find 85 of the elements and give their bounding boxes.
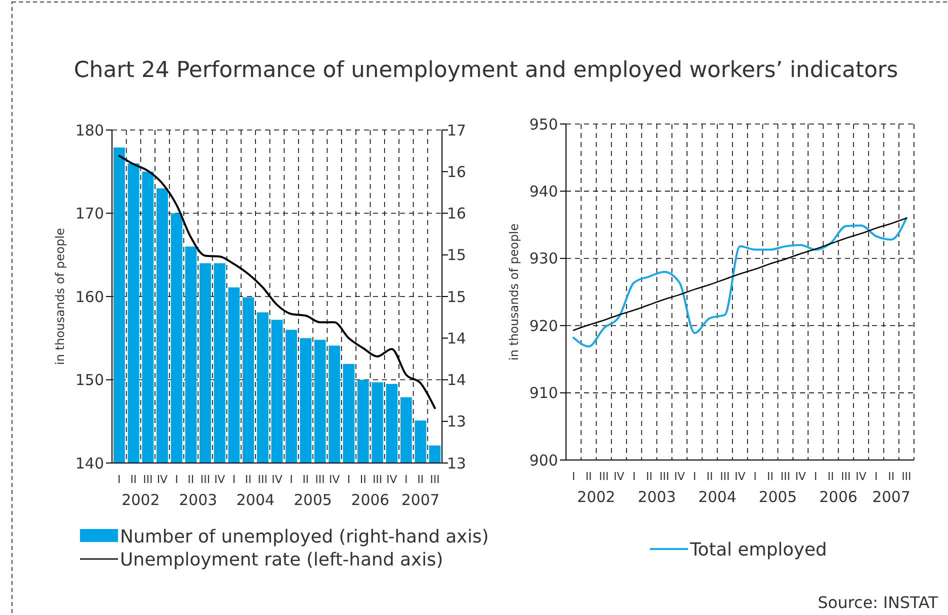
x-tick-label: I (632, 470, 636, 483)
x-tick-label: IV (386, 473, 398, 486)
y2-tick-label: 13 (447, 454, 466, 472)
y-tick-label: 140 (75, 454, 104, 472)
x-tick-label: III (780, 470, 790, 483)
x-tick-label: IV (856, 470, 867, 483)
x-tick-label: III (902, 470, 912, 483)
x-tick-label: IV (156, 473, 168, 486)
x-tick-label: II (360, 473, 366, 486)
legend-label: Total employed (689, 539, 827, 560)
y2-tick-label: 16 (447, 162, 466, 181)
y-tick-label: 180 (75, 121, 104, 140)
x-tick-label: IV (272, 473, 283, 486)
y-tick-label: 940 (529, 182, 558, 200)
x-tick-label: IV (795, 470, 806, 483)
x-tick-label: II (706, 470, 713, 483)
y-axis-title: in thousands of people (53, 228, 67, 365)
x-tick-label: I (814, 470, 818, 483)
x-tick-label: I (754, 470, 757, 483)
y2-tick-label: 16 (447, 204, 466, 222)
text: 2007 (401, 491, 440, 509)
x-tick-label: I (692, 470, 696, 483)
x-tick-label: I (572, 470, 576, 483)
text: 2006 (351, 491, 390, 509)
x-tick-label: II (302, 473, 309, 486)
x-tick-label: III (659, 470, 670, 483)
x-tick-label: III (315, 473, 325, 486)
x-tick-label: II (130, 473, 137, 486)
text: 2006 (819, 488, 858, 506)
y-tick-label: 150 (75, 371, 104, 389)
x-tick-label: III (430, 473, 440, 486)
x-tick-label: I (290, 473, 293, 486)
x-tick-label: I (118, 473, 121, 486)
text: 2007 (872, 488, 910, 506)
y-tick-label: 160 (75, 288, 104, 306)
legend-label: Number of unemployed (right-hand axis) (120, 526, 489, 548)
x-tick-label: III (720, 470, 730, 483)
x-tick-label: I (347, 473, 350, 486)
x-tick-label: III (143, 473, 153, 486)
text: 2002 (577, 488, 616, 506)
y2-tick-label: 15 (447, 288, 466, 306)
x-tick-label: III (200, 473, 210, 486)
x-tick-label: IV (614, 470, 625, 483)
x-tick-label: II (188, 473, 194, 486)
x-tick-label: II (767, 470, 774, 483)
x-tick-label: II (646, 470, 652, 483)
x-tick-label: IV (674, 470, 686, 483)
text: 2003 (178, 491, 218, 509)
text: 2005 (294, 491, 332, 509)
y2-tick-label: 13 (447, 412, 466, 431)
x-tick-label: I (874, 470, 878, 483)
text: 2004 (236, 491, 275, 509)
y2-tick-label: 14 (447, 371, 466, 389)
text: 2004 (698, 488, 736, 506)
y-tick-label: 170 (75, 204, 104, 222)
text: Chart 24 Performance of unemployment and employed workers’ indicators (74, 58, 898, 83)
text: 2003 (638, 488, 676, 506)
x-tick-label: I (174, 473, 178, 486)
legend-label: Unemployment rate (left-hand axis) (120, 549, 444, 570)
x-tick-label: IV (329, 473, 340, 486)
text: 2005 (758, 488, 797, 506)
x-tick-label: III (258, 473, 268, 486)
x-tick-label: IV (214, 473, 226, 486)
x-tick-label: I (404, 473, 408, 486)
y-tick-label: 950 (529, 115, 558, 134)
y2-tick-label: 14 (447, 329, 466, 348)
y-tick-label: 920 (529, 316, 558, 335)
y-tick-label: 930 (529, 250, 558, 268)
y-axis-title: in thousands of people (507, 224, 521, 360)
x-tick-label: III (598, 470, 609, 483)
x-tick-label: IV (734, 470, 746, 483)
y2-tick-label: 17 (447, 121, 466, 140)
y-tick-label: 900 (529, 451, 558, 470)
x-tick-label: II (585, 470, 592, 483)
y2-tick-label: 15 (447, 246, 466, 264)
x-tick-label: II (245, 473, 252, 486)
x-tick-label: II (828, 470, 834, 483)
x-tick-label: III (841, 470, 851, 483)
text: 2002 (122, 491, 160, 509)
x-tick-label: II (417, 473, 424, 486)
x-tick-label: I (232, 473, 236, 486)
source-note: Source: INSTAT (818, 593, 938, 612)
x-tick-label: III (372, 473, 382, 486)
y-tick-label: 910 (529, 384, 558, 402)
x-tick-label: II (888, 470, 895, 483)
